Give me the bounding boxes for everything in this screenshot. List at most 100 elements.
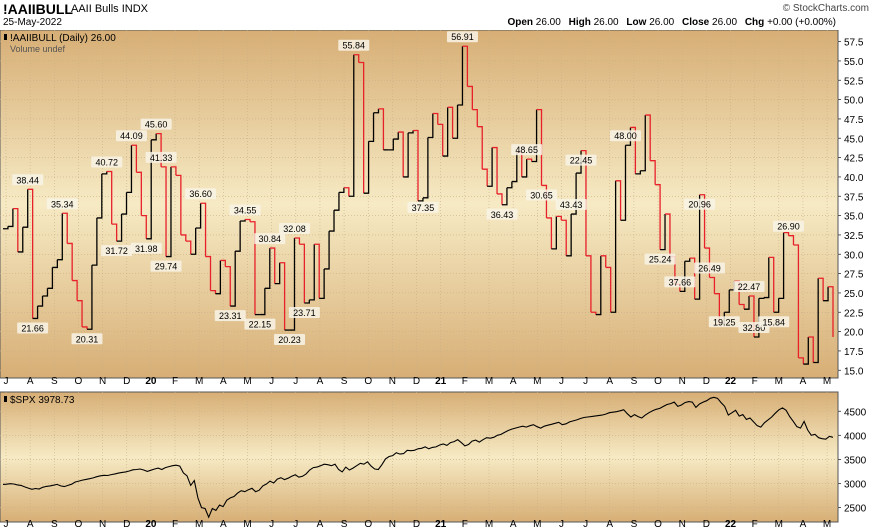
- series-step: [724, 289, 730, 313]
- series-step: [210, 289, 217, 294]
- y-tick-label: 40.0: [844, 173, 864, 184]
- x-tick-label: A: [606, 376, 613, 387]
- data-label: 31.98: [135, 244, 158, 254]
- x-tick-label: J: [559, 519, 564, 530]
- data-label-bg: [565, 154, 597, 166]
- open-label: Open: [507, 17, 533, 28]
- series-step: [823, 286, 829, 302]
- series-step: [788, 235, 795, 245]
- ohlc-readout: Open 26.00 High 26.00 Low 26.00 Close 26…: [507, 17, 841, 28]
- data-label: 15.84: [762, 317, 785, 327]
- x-tick-label: O: [654, 376, 662, 387]
- series-step: [42, 288, 49, 297]
- series-step: [665, 213, 671, 257]
- series-step: [536, 109, 543, 186]
- data-label-bg: [214, 310, 246, 322]
- close-label: Close: [682, 17, 710, 28]
- x-tick-label: N: [679, 519, 686, 530]
- y-tick-label: 55.0: [844, 57, 864, 68]
- series-step: [660, 214, 666, 251]
- series-step: [541, 184, 548, 218]
- series-step: [185, 240, 192, 255]
- data-label-bg: [185, 188, 217, 200]
- series-step: [343, 187, 350, 197]
- data-label-bg: [693, 262, 725, 274]
- x-tick-label: A: [317, 519, 324, 530]
- series-step: [91, 217, 98, 266]
- data-label-bg: [244, 318, 276, 330]
- y-tick-label: 47.5: [844, 115, 864, 126]
- series-step: [314, 243, 320, 299]
- series-step: [615, 180, 622, 221]
- data-label: 19.25: [713, 317, 736, 327]
- x-tick-label: F: [462, 519, 468, 530]
- x-tick-label: F: [752, 519, 758, 530]
- x-tick-label: M: [823, 376, 831, 387]
- y-tick-label: 35.0: [844, 212, 864, 223]
- series-step: [581, 149, 587, 256]
- series-step: [348, 54, 355, 197]
- series-step: [299, 243, 306, 303]
- x-tick-label: A: [510, 376, 517, 387]
- series-step: [506, 181, 513, 189]
- spx-panel: 2500 3000 3500 4000 4500 J A S O N D 20 F M A M J J A S O N D 2…: [0, 391, 867, 530]
- data-label-bg: [555, 199, 587, 211]
- series-step: [240, 219, 246, 222]
- series-step: [571, 173, 577, 215]
- series-step: [111, 223, 118, 242]
- series-step: [121, 192, 128, 215]
- x-tick-label: D: [123, 376, 130, 387]
- spx-line: [2, 396, 834, 519]
- series-step: [393, 132, 399, 140]
- series-step: [259, 288, 266, 316]
- series-step: [47, 267, 54, 289]
- x-tick-label: 20: [145, 376, 157, 387]
- data-label: 36.60: [189, 189, 212, 199]
- x-tick-label: J: [583, 519, 588, 530]
- x-tick-label: J: [269, 519, 274, 530]
- series-step: [556, 215, 562, 221]
- series-step: [561, 219, 567, 256]
- series-step: [136, 171, 142, 216]
- legend-subtitle: Volume undef: [10, 44, 66, 54]
- x-tick-label: F: [172, 519, 178, 530]
- series-step: [546, 217, 553, 249]
- series-step: [131, 144, 138, 173]
- data-label: 22.15: [249, 320, 272, 330]
- x-tick-label: A: [510, 519, 517, 530]
- series-step: [86, 265, 93, 330]
- series-step: [630, 126, 637, 174]
- x-tick-label: M: [533, 519, 541, 530]
- series-step: [151, 133, 157, 141]
- series-step: [368, 112, 375, 143]
- y-tick-label: 3000: [844, 479, 867, 490]
- series-step: [753, 298, 760, 338]
- series-step: [190, 227, 197, 255]
- x-tick-label: A: [606, 519, 613, 530]
- series-step: [526, 158, 533, 162]
- series-step: [487, 147, 493, 187]
- series-step: [329, 210, 335, 232]
- x-tick-label: J: [4, 376, 9, 387]
- series-step: [482, 168, 488, 187]
- y-tick-label: 32.5: [844, 231, 864, 242]
- series-step: [205, 255, 212, 291]
- y-tick-label: 42.5: [844, 154, 864, 165]
- data-label: 20.31: [76, 334, 99, 344]
- x-tick-label: N: [99, 519, 106, 530]
- series-step: [590, 311, 597, 315]
- x-tick-label: M: [775, 376, 783, 387]
- series-step: [650, 160, 656, 185]
- x-tick-label: 21: [435, 519, 447, 530]
- series-step: [714, 293, 721, 324]
- data-label-bg: [229, 204, 261, 216]
- series-step: [442, 107, 449, 157]
- series-step: [422, 137, 429, 199]
- series-step: [645, 114, 651, 161]
- series-step: [363, 141, 370, 194]
- series-step: [37, 296, 44, 307]
- x-tick-label: 22: [725, 519, 737, 530]
- series-step: [585, 255, 592, 313]
- series-step: [432, 112, 439, 125]
- series-step: [378, 108, 385, 150]
